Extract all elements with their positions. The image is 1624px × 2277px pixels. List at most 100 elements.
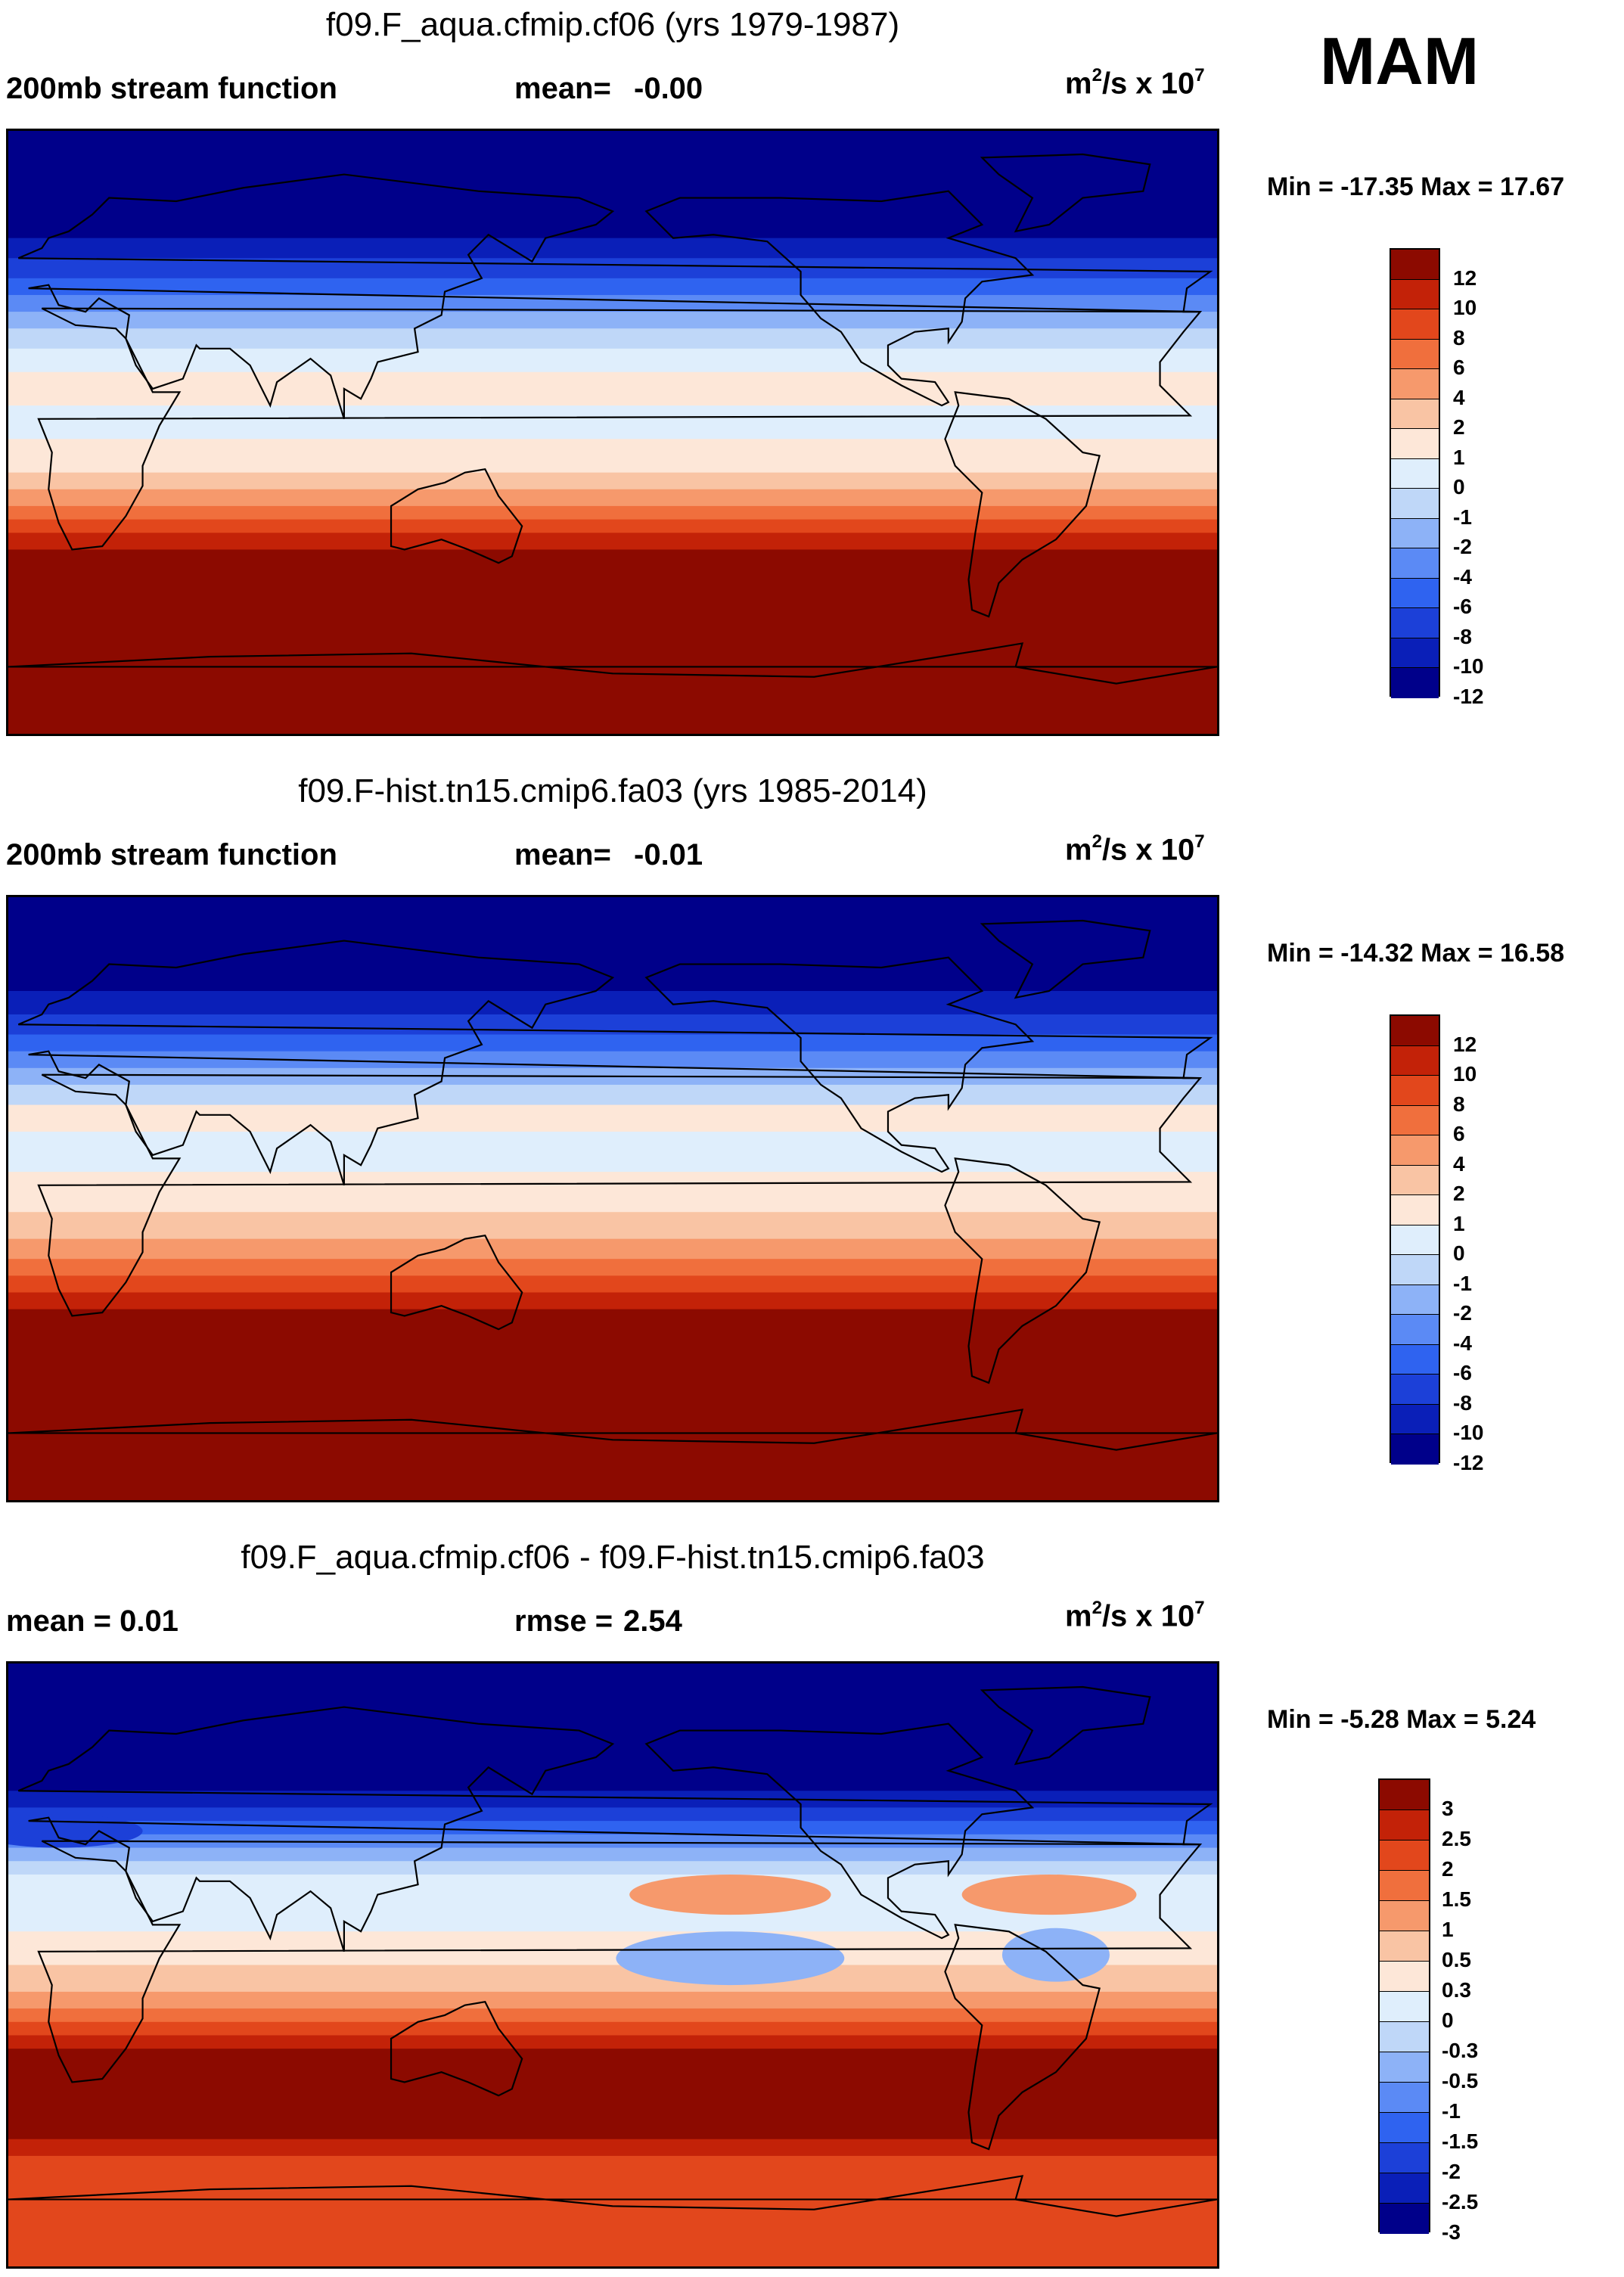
- coastline: [17, 173, 1213, 420]
- units-exp2: 7: [1194, 1598, 1205, 1618]
- units-label: m2/s x 107: [1065, 65, 1205, 101]
- colorbar-swatch: [1391, 399, 1439, 429]
- colorbar-tick-label: 8: [1453, 1092, 1465, 1116]
- min-max-label: Min = -14.32 Max = 16.58: [1267, 939, 1565, 968]
- coastline: [390, 2000, 523, 2097]
- colorbar-swatch: [1380, 1841, 1429, 1871]
- coastline: [37, 1073, 1203, 1317]
- field-band: [8, 2035, 1217, 2050]
- coastline: [644, 190, 1035, 407]
- colorbar-swatch: [1391, 339, 1439, 369]
- colorbar-tick-label: -2.5: [1442, 2190, 1479, 2213]
- colorbar-tick-label: 0: [1453, 1241, 1465, 1265]
- colorbar-tick-label: 2: [1442, 1857, 1454, 1881]
- units-label: m2/s x 107: [1065, 831, 1205, 867]
- colorbar-tick-label: 0: [1442, 2008, 1454, 2032]
- field-band: [8, 1991, 1217, 2010]
- colorbar-swatch: [1391, 1165, 1439, 1195]
- colorbar-tick-label: 0: [1453, 475, 1465, 499]
- field-band: [8, 2139, 1217, 2157]
- map-plot: [6, 1661, 1219, 2269]
- stat-value: 2.54: [623, 1604, 682, 1638]
- field-band: [8, 1342, 1217, 1500]
- colorbar-swatch: [1380, 1871, 1429, 1901]
- colorbar-tick-label: -8: [1453, 624, 1472, 648]
- coastline: [37, 307, 1203, 551]
- field-band: [8, 238, 1217, 259]
- units-base: m: [1065, 1599, 1092, 1633]
- field-band: [8, 563, 1217, 581]
- colorbar-tick-label: -6: [1453, 1361, 1472, 1384]
- field-band: [8, 472, 1217, 490]
- coastline: [17, 940, 1213, 1186]
- units-exp2: 7: [1194, 65, 1205, 85]
- field-band: [8, 1821, 1217, 1835]
- colorbar-swatch: [1391, 1016, 1439, 1046]
- coastline: [390, 468, 523, 564]
- field-band: [8, 1791, 1217, 1809]
- field-band: [8, 371, 1217, 407]
- field-band: [8, 439, 1217, 474]
- colorbar-swatch: [1380, 2173, 1429, 2204]
- colorbar-tick-label: -2: [1442, 2160, 1461, 2183]
- coastline: [644, 1723, 1035, 1940]
- colorbar-swatch: [1391, 1255, 1439, 1285]
- field-band: [8, 489, 1217, 507]
- colorbar-tick-label: -1: [1453, 1271, 1472, 1295]
- colorbar: 12 10 8 6 4 2 1 0 -1 -2 -4 -6 -8 -10 -12: [1390, 1014, 1483, 1473]
- units-exp: 2: [1091, 1598, 1102, 1618]
- colorbar-tick-label: 12: [1453, 266, 1477, 290]
- colorbar-tick-label: -0.3: [1442, 2039, 1479, 2062]
- colorbar-swatch: [1391, 638, 1439, 668]
- field-band: [8, 278, 1217, 296]
- colorbar-tick-label: -8: [1453, 1390, 1472, 1415]
- anomaly-region: [961, 1874, 1137, 1915]
- colorbar-swatch: [1380, 1931, 1429, 1962]
- coastline: [944, 391, 1101, 618]
- panel-title: f09.F_aqua.cfmip.cf06 - f09.F-hist.tn15.…: [241, 1539, 985, 1576]
- units-mid: /s x 10: [1101, 1599, 1195, 1633]
- colorbar-swatch: [1391, 250, 1439, 280]
- map-plot: [6, 895, 1219, 1502]
- colorbar-tick-label: 1: [1442, 1918, 1454, 1941]
- colorbar-swatch: [1391, 1434, 1439, 1465]
- colorbar-swatch: [1391, 548, 1439, 579]
- colorbar-swatch: [1380, 2113, 1429, 2143]
- colorbar-swatch: [1391, 1135, 1439, 1166]
- colorbar-tick-label: -1.5: [1442, 2129, 1479, 2153]
- units-mid: /s x 10: [1101, 67, 1195, 101]
- colorbar-swatch: [1391, 1105, 1439, 1135]
- colorbar-swatch: [1380, 2022, 1429, 2052]
- field-band: [8, 1212, 1217, 1240]
- colorbar-tick-label: -12: [1453, 1450, 1484, 1474]
- field-band: [8, 1275, 1217, 1294]
- field-band: [8, 294, 1217, 313]
- colorbar-tick-label: 0.5: [1442, 1948, 1471, 1971]
- coastline: [8, 642, 1217, 685]
- field-band: [8, 1172, 1217, 1213]
- field-band: [8, 2021, 1217, 2036]
- colorbar-tick-label: 10: [1453, 296, 1477, 319]
- colorbar: 12 10 8 6 4 2 1 0 -1 -2 -4 -6 -8 -10 -12: [1390, 248, 1483, 707]
- colorbar-swatch: [1391, 458, 1439, 489]
- colorbar: 3 2.5 2 1.5 1 0.5 0.3 0 -0.3 -0.5 -1 -1.5 -2 -2.5 -3: [1378, 1778, 1478, 2243]
- colorbar-tick-label: 2: [1453, 415, 1465, 439]
- coastline: [980, 919, 1151, 999]
- field-band: [8, 897, 1217, 965]
- colorbar-swatch: [1380, 2052, 1429, 2083]
- anomaly-region: [629, 1874, 831, 1915]
- colorbar-tick-label: -10: [1453, 654, 1484, 678]
- colorbar-tick-label: -4: [1453, 564, 1472, 589]
- field-band: [8, 405, 1217, 440]
- colorbar-swatch: [1391, 1045, 1439, 1076]
- coastline: [8, 2175, 1217, 2217]
- map-plot: [6, 129, 1219, 736]
- colorbar-swatch: [1380, 2204, 1429, 2234]
- coastline: [980, 1685, 1151, 1766]
- field-band: [8, 579, 1217, 734]
- colorbar-tick-label: 6: [1453, 356, 1465, 379]
- stat-value: -0.01: [634, 838, 703, 871]
- colorbar-tick-label: 2: [1453, 1182, 1465, 1205]
- colorbar-tick-label: -3: [1442, 2220, 1461, 2244]
- colorbar-tick-label: -2: [1453, 535, 1472, 558]
